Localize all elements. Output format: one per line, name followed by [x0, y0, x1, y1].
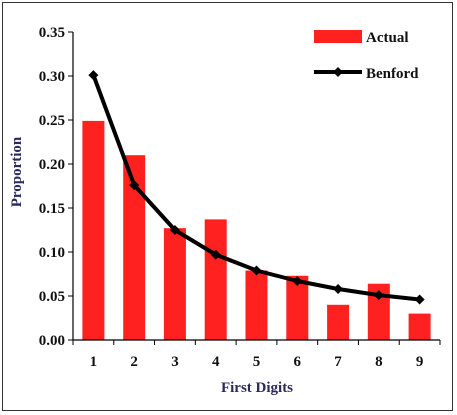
benford-point-7 — [333, 283, 344, 294]
benford-point-3 — [169, 225, 180, 235]
bar-actual-5 — [245, 270, 268, 340]
y-tick-label: 0.20 — [39, 157, 65, 173]
legend-benford-label: Benford — [366, 66, 419, 82]
x-tick-label: 9 — [416, 354, 424, 370]
x-tick-label: 3 — [171, 354, 179, 370]
x-axis-title: First Digits — [221, 380, 293, 396]
y-tick-label: 0.25 — [39, 113, 65, 129]
benford-point-4 — [210, 249, 221, 260]
benford-line-group — [88, 70, 425, 305]
y-axis-title: Proportion — [9, 136, 25, 207]
benford-point-2 — [129, 180, 140, 191]
legend-actual-swatch — [314, 30, 362, 43]
y-tick-label: 0.35 — [39, 25, 65, 41]
y-tick-label: 0.00 — [39, 333, 65, 349]
y-tick-label: 0.10 — [39, 245, 65, 261]
x-tick-label: 1 — [90, 354, 98, 370]
x-tick-label: 6 — [294, 354, 302, 370]
bar-actual-6 — [286, 275, 309, 340]
benford-point-5 — [251, 265, 262, 276]
bar-actual-7 — [327, 304, 350, 340]
axes-group — [68, 31, 441, 345]
x-tick-label: 5 — [253, 354, 261, 370]
legend-actual-label: Actual — [366, 30, 409, 46]
y-tick-label: 0.30 — [39, 69, 65, 85]
bar-actual-2 — [123, 155, 146, 340]
bar-actual-8 — [367, 283, 390, 340]
bar-actual-4 — [204, 219, 227, 340]
x-tick-label: 7 — [334, 354, 342, 370]
bar-actual-9 — [408, 313, 431, 340]
benford-point-1 — [88, 70, 99, 81]
chart-frame — [2, 2, 453, 411]
labels-group: 0.00 0.05 0.10 0.15 0.20 0.25 0.30 0.35 1 2 3 4 5 6 7 8… — [39, 25, 424, 370]
bar-actual-1 — [82, 120, 105, 341]
legend: Actual Benford — [314, 30, 419, 82]
benford-point-6 — [292, 276, 303, 287]
benford-point-9 — [414, 294, 425, 305]
x-tick-label: 8 — [375, 354, 383, 370]
bar-actual-3 — [163, 228, 186, 340]
legend-benford-marker — [333, 67, 343, 77]
benford-point-8 — [373, 290, 384, 301]
y-tick-label: 0.05 — [39, 289, 65, 305]
bars-group — [82, 120, 431, 341]
y-tick-label: 0.15 — [39, 201, 65, 217]
x-tick-label: 2 — [130, 354, 138, 370]
x-tick-label: 4 — [212, 354, 220, 370]
